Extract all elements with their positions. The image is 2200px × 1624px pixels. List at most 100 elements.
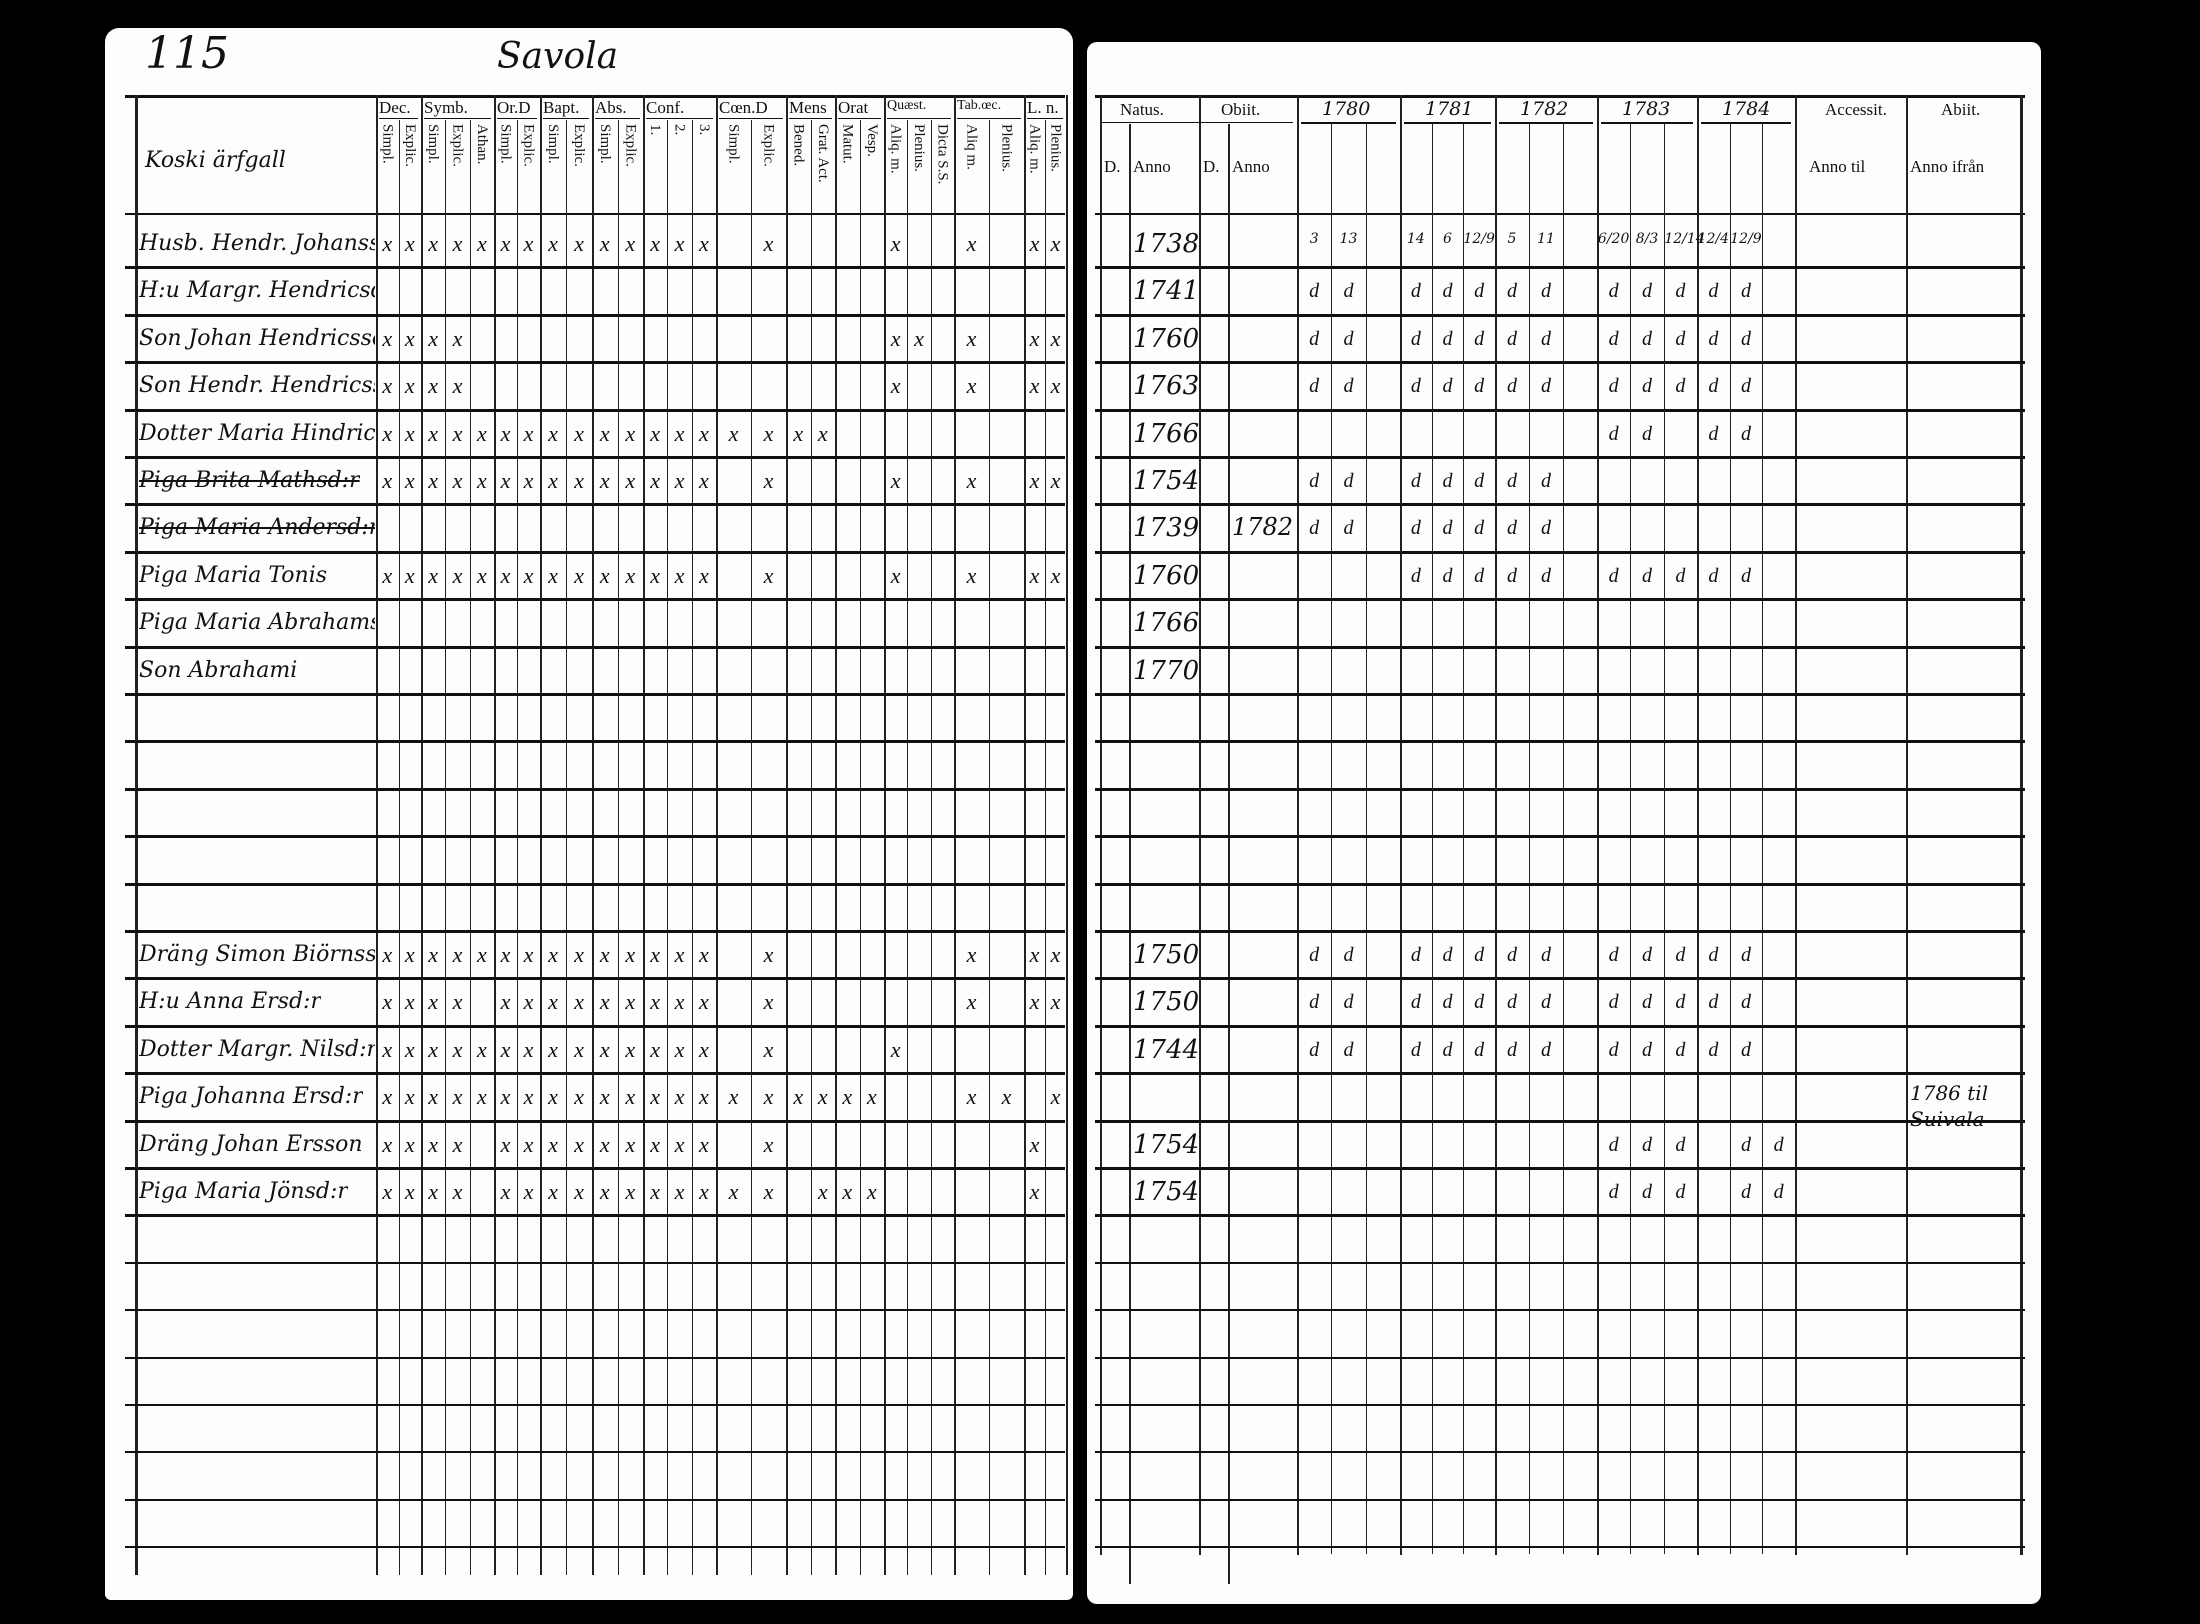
departure-note: 1786 til Suivala bbox=[1910, 1081, 1989, 1132]
attendance-date: 6 bbox=[1443, 231, 1452, 247]
row-rule bbox=[1095, 1167, 2025, 1170]
catechism-mark: x bbox=[574, 1131, 584, 1157]
attendance-mark: d bbox=[1675, 280, 1686, 303]
attendance-mark: d bbox=[1608, 280, 1619, 303]
attendance-mark: d bbox=[1541, 1038, 1551, 1061]
attendance-mark: d bbox=[1474, 327, 1485, 350]
birth-year: 1770 bbox=[1133, 655, 1200, 686]
catechism-mark: x bbox=[966, 562, 977, 588]
attendance-mark: d bbox=[1608, 375, 1619, 398]
column-group-header: Bapt. bbox=[543, 98, 580, 117]
person-name: Piga Maria Jönsd:r bbox=[139, 1179, 348, 1204]
attendance-mark: d bbox=[1541, 517, 1551, 540]
person-name: Piga Johanna Ersd:r bbox=[139, 1084, 363, 1110]
attendance-mark: d bbox=[1343, 327, 1354, 350]
row-rule bbox=[125, 1167, 1065, 1170]
group-rule bbox=[835, 95, 837, 1575]
attendance-mark: d bbox=[1675, 1038, 1686, 1061]
row-rule bbox=[1095, 1451, 2025, 1454]
catechism-mark: x bbox=[625, 1084, 636, 1110]
catechism-mark: x bbox=[500, 942, 511, 967]
obiit-header: Obiit. bbox=[1221, 100, 1261, 119]
attendance-mark: d bbox=[1343, 1038, 1354, 1061]
row-rule bbox=[1095, 977, 2025, 981]
attendance-date: 12/9 bbox=[1730, 231, 1762, 247]
attendance-mark: d bbox=[1741, 375, 1751, 398]
year-underline bbox=[1404, 122, 1491, 124]
row-rule bbox=[125, 1356, 1065, 1359]
catechism-mark: x bbox=[404, 1036, 415, 1062]
catechism-mark: x bbox=[599, 1036, 610, 1062]
natus-obiit-underline bbox=[1100, 122, 1293, 123]
catechism-mark: x bbox=[428, 231, 439, 256]
subcolumn-header: Explic. bbox=[760, 124, 777, 167]
catechism-mark: x bbox=[1050, 468, 1061, 493]
catechism-mark: x bbox=[452, 373, 463, 399]
subcolumn-rule bbox=[907, 120, 909, 1575]
attendance-mark: d bbox=[1741, 1133, 1751, 1156]
attendance-mark: d bbox=[1541, 470, 1551, 492]
attendance-mark: d bbox=[1474, 470, 1485, 492]
subcolumn-header: Matut. bbox=[839, 124, 856, 164]
catechism-mark: x bbox=[674, 231, 685, 256]
group-underline bbox=[957, 118, 1021, 119]
catechism-mark: x bbox=[817, 420, 828, 446]
year-header: 1782 bbox=[1520, 98, 1569, 120]
catechism-mark: x bbox=[428, 325, 439, 351]
catechism-mark: x bbox=[890, 1036, 901, 1062]
accessit-rule bbox=[1795, 95, 1797, 1555]
person-name: Dotter Margr. Nilsd:r bbox=[139, 1036, 375, 1062]
attendance-mark: d bbox=[1343, 991, 1354, 1014]
catechism-mark: x bbox=[1050, 325, 1061, 351]
catechism-mark: x bbox=[548, 231, 558, 256]
column-group-header: Symb. bbox=[424, 98, 468, 117]
catechism-mark: x bbox=[890, 325, 901, 351]
catechism-mark: x bbox=[523, 989, 534, 1015]
attendance-mark: d bbox=[1410, 375, 1421, 398]
attendance-mark: d bbox=[1410, 470, 1421, 492]
row-rule bbox=[1095, 598, 2025, 602]
attendance-mark: d bbox=[1541, 564, 1551, 587]
catechism-mark: x bbox=[966, 231, 977, 256]
subcolumn-rule bbox=[667, 120, 669, 1575]
row-rule bbox=[1095, 1024, 2025, 1028]
attendance-mark: d bbox=[1309, 470, 1320, 492]
year-header: 1783 bbox=[1622, 98, 1671, 120]
attendance-mark: d bbox=[1309, 991, 1320, 1014]
catechism-mark: x bbox=[763, 562, 774, 588]
catechism-mark: x bbox=[793, 420, 804, 446]
row-rule bbox=[1095, 693, 2025, 696]
row-rule bbox=[1095, 456, 2025, 459]
subcolumn-header: Simpl. bbox=[425, 124, 442, 164]
birth-year: 1744 bbox=[1133, 1034, 1200, 1065]
catechism-mark: x bbox=[404, 420, 415, 446]
catechism-mark: x bbox=[599, 231, 610, 256]
catechism-mark: x bbox=[1050, 942, 1061, 967]
row-rule bbox=[125, 1024, 1065, 1028]
death-year: 1782 bbox=[1232, 513, 1294, 542]
catechism-mark: x bbox=[452, 325, 463, 351]
attendance-mark: d bbox=[1642, 991, 1652, 1014]
column-subheader: D. bbox=[1203, 157, 1220, 176]
attendance-mark: d bbox=[1608, 1181, 1619, 1203]
catechism-mark: x bbox=[428, 1131, 439, 1157]
header-bottom-rule bbox=[125, 213, 1065, 215]
catechism-mark: x bbox=[599, 1084, 610, 1110]
catechism-mark: x bbox=[966, 1084, 977, 1110]
attendance-date: 12/9 bbox=[1463, 231, 1495, 247]
catechism-mark: x bbox=[966, 942, 977, 967]
left-page: 115 Savola Koski ärfgall Dec. Simpl. Expli… bbox=[105, 28, 1073, 1600]
column-group-header: Cœn.D bbox=[719, 98, 768, 117]
catechism-mark: x bbox=[574, 562, 584, 588]
attendance-mark: d bbox=[1507, 280, 1517, 303]
attendance-mark: d bbox=[1410, 517, 1421, 540]
attendance-date: 5 bbox=[1507, 231, 1517, 247]
subcolumn-header: Plenius. bbox=[911, 124, 927, 172]
column-group-header: L. n. bbox=[1027, 98, 1059, 117]
attendance-mark: d bbox=[1708, 422, 1719, 445]
catechism-mark: x bbox=[1029, 1179, 1040, 1204]
birth-year: 1754 bbox=[1133, 1129, 1200, 1160]
attendance-mark: d bbox=[1642, 280, 1652, 303]
year-underline bbox=[1701, 122, 1791, 124]
birth-year: 1750 bbox=[1133, 940, 1200, 970]
